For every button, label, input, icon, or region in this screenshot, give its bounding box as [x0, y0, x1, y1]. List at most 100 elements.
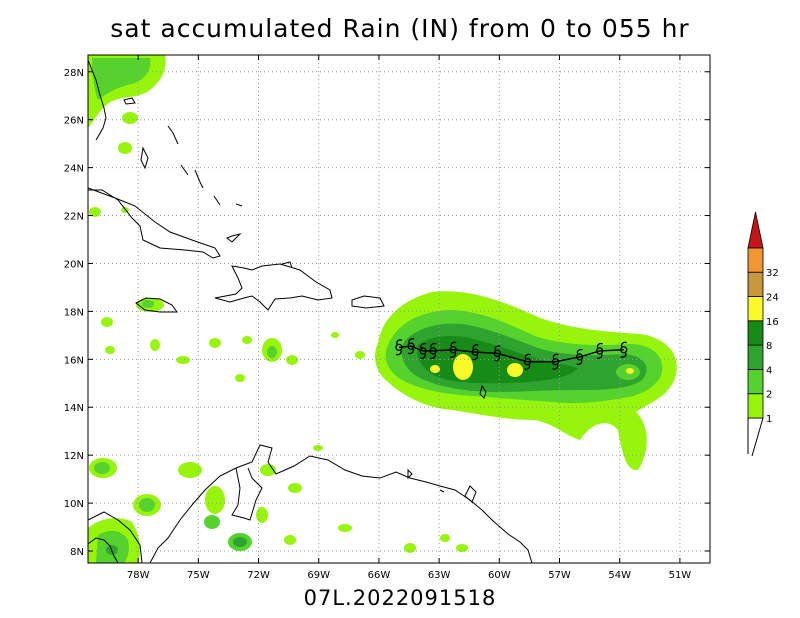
rain-patch	[440, 534, 450, 542]
lat-tick-label: 14N	[64, 403, 84, 414]
rain-patch	[260, 464, 276, 476]
coastline-cayman-turks	[226, 233, 242, 243]
lat-tick-label: 22N	[64, 212, 84, 223]
tropical-storm-icon	[471, 344, 479, 361]
legend-color-swatch	[747, 271, 764, 297]
coastline-panama	[88, 537, 119, 563]
rain-patch	[235, 374, 245, 382]
rain-patch	[233, 537, 247, 547]
lat-lon-grid	[88, 55, 710, 563]
rain-patch	[142, 300, 154, 308]
lat-tick-label: 26N	[64, 116, 84, 127]
lon-tick-label: 66W	[368, 570, 391, 581]
coastline-colombia-venezuela	[149, 444, 533, 563]
tropical-storm-icon	[395, 339, 403, 356]
tropical-storm-icon	[551, 353, 560, 370]
rain-patch	[284, 535, 296, 545]
rain-patch	[150, 339, 160, 351]
rain-patch	[267, 346, 277, 358]
legend-color-swatch	[747, 320, 764, 346]
coastline-central-america	[88, 511, 143, 563]
tropical-storm-icon	[493, 345, 501, 362]
rain-patch	[204, 515, 220, 529]
rain-patch	[288, 483, 302, 493]
legend-above-triangle	[747, 211, 764, 249]
rain-patch	[139, 498, 155, 512]
coastline-bahamas	[123, 97, 243, 207]
tropical-storm-icon	[407, 338, 415, 355]
rain-patch	[105, 346, 115, 354]
rain-patch-nw-2in	[92, 58, 151, 100]
tropical-storm-icon	[575, 348, 584, 365]
legend-color-swatch	[747, 368, 764, 395]
coastline-trinidad	[464, 485, 477, 503]
tropical-storm-icon	[429, 342, 437, 359]
lon-tick-label: 72W	[247, 570, 270, 581]
legend-color-swatch	[747, 296, 764, 322]
rain-patch	[256, 507, 268, 523]
tropical-storm-icon	[595, 342, 604, 359]
lon-tick-label: 60W	[488, 570, 511, 581]
lat-tick-label: 16N	[64, 355, 84, 366]
coastline-maracaibo	[231, 467, 263, 521]
rain-patch	[338, 524, 352, 532]
lon-tick-label: 54W	[608, 570, 631, 581]
coastline-cuba	[88, 187, 221, 259]
rain-patch	[355, 351, 365, 359]
legend-color-swatch	[747, 247, 764, 273]
lon-tick-label: 75W	[187, 570, 210, 581]
rain-max-16in-c	[430, 365, 440, 373]
rain-patch	[242, 336, 252, 344]
legend-level-label: 4	[766, 365, 772, 376]
rain-patch	[122, 112, 138, 124]
legend-color-swatch	[747, 344, 764, 370]
rain-patch	[118, 142, 132, 154]
rain-swath-layer	[88, 55, 677, 563]
storm-track	[395, 338, 628, 370]
legend-level-label: 8	[766, 341, 772, 352]
tropical-storm-icon	[620, 341, 628, 358]
lon-tick-label: 63W	[428, 570, 451, 581]
rain-patch	[101, 317, 113, 327]
legend-level-label: 16	[766, 317, 779, 328]
legend-below-pointer	[748, 417, 764, 457]
lat-tick-label: 8N	[70, 547, 84, 558]
lat-tick-label: 28N	[64, 68, 84, 79]
rain-patch	[94, 462, 110, 474]
legend-level-label: 32	[766, 268, 779, 279]
tropical-storm-icon	[419, 342, 427, 359]
coastline-jamaica	[135, 297, 178, 313]
rain-max-16in-b	[507, 363, 523, 377]
lat-tick-label: 24N	[64, 164, 84, 175]
lon-tick-label: 69W	[307, 570, 330, 581]
rain-patch	[404, 543, 416, 553]
rain-patch	[178, 462, 202, 478]
coastline-puerto-rico	[351, 295, 385, 309]
lat-tick-label: 10N	[64, 499, 84, 510]
rain-patch	[89, 207, 101, 217]
coastline-layer	[88, 59, 533, 563]
tropical-storm-icon	[523, 353, 532, 370]
lat-tick-label: 18N	[64, 307, 84, 318]
lon-tick-label: 51W	[669, 570, 692, 581]
legend-color-swatch	[747, 393, 764, 419]
storm-id-label: 07L.2022091518	[303, 586, 497, 610]
rain-patch	[209, 338, 221, 348]
rain-patch	[331, 332, 339, 338]
lon-tick-label: 78W	[127, 570, 150, 581]
rain-patch	[176, 356, 190, 364]
coastline-hispaniola-north	[281, 261, 293, 269]
coastline-hispaniola	[214, 263, 333, 311]
lat-tick-label: 20N	[64, 259, 84, 270]
rain-max-16in-east	[626, 368, 634, 374]
lon-tick-label: 57W	[548, 570, 571, 581]
legend-level-label: 1	[766, 414, 772, 425]
map-axes: 28N 26N 24N 22N 20N 18N 16N 14N 12N 10N 8N 78W 75W 72…	[64, 55, 710, 581]
tropical-storm-icon	[449, 341, 457, 358]
rain-patch	[313, 445, 323, 451]
rain-max-16in-a	[453, 354, 473, 380]
map-frame	[87, 54, 711, 564]
legend-level-label: 2	[766, 390, 772, 401]
